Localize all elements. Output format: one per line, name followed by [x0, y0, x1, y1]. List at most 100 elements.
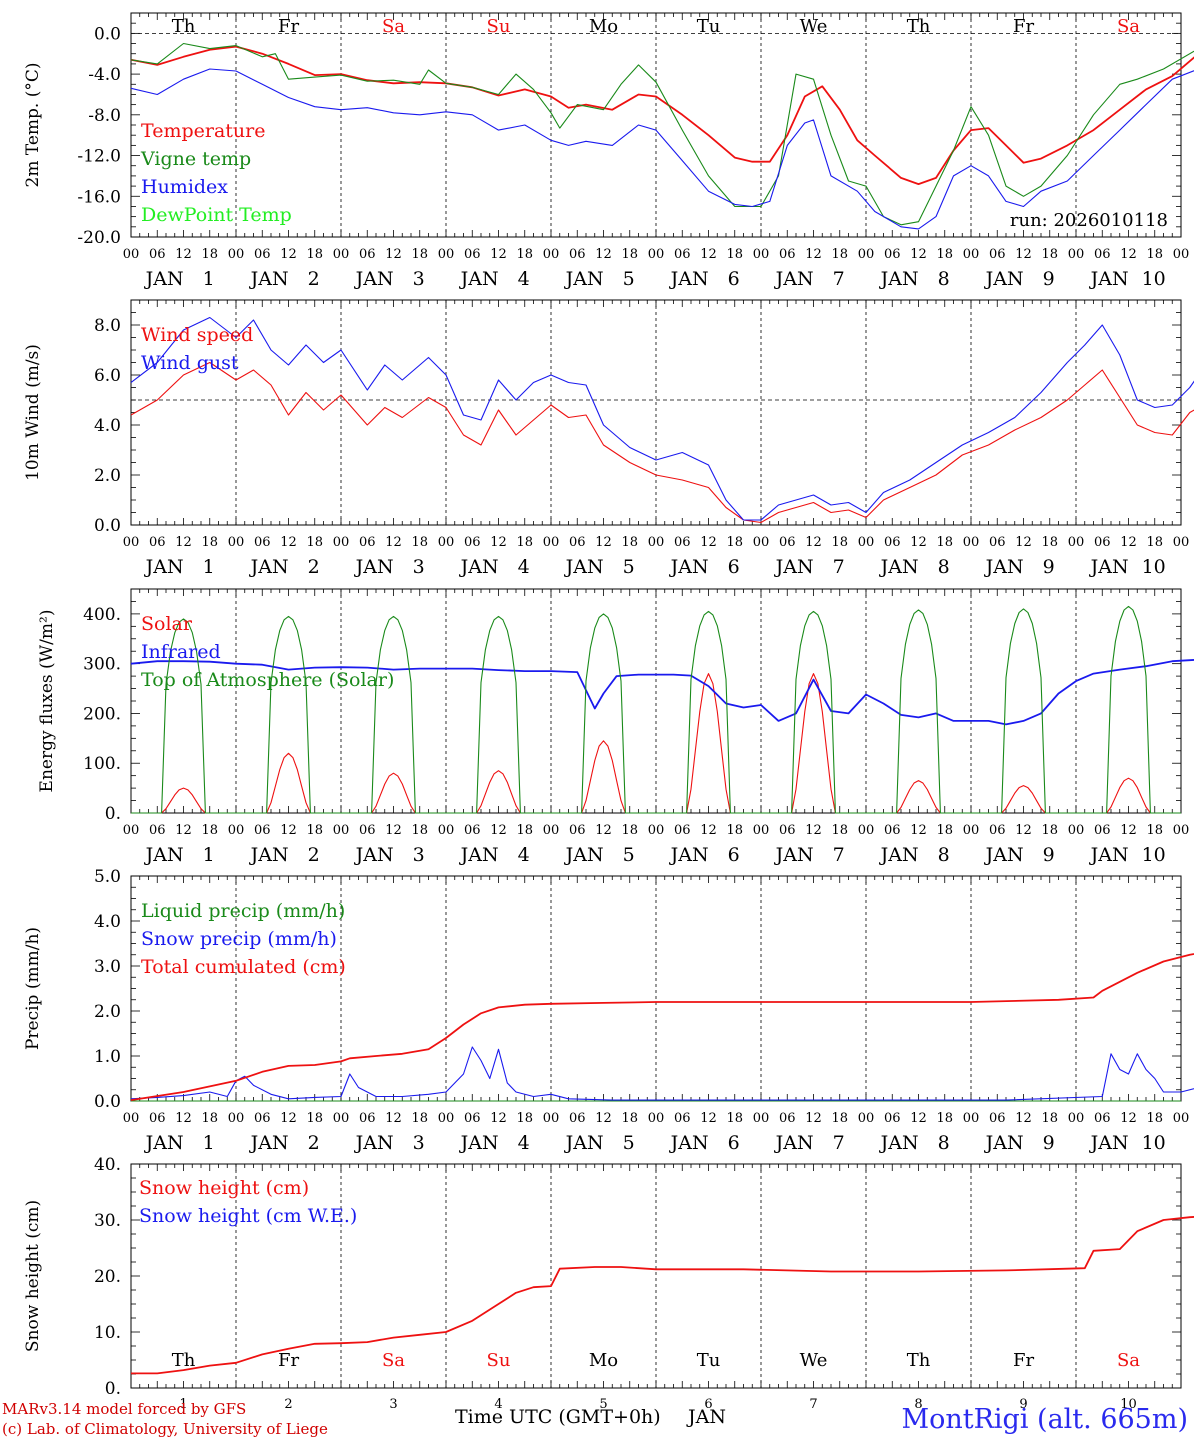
- weekday-label: Fr: [278, 16, 299, 37]
- hour-tick-label: 00: [858, 535, 875, 550]
- hour-tick-label: 00: [123, 1111, 140, 1126]
- hour-tick-label: 00: [228, 535, 245, 550]
- date-label: 2: [308, 268, 320, 290]
- month-label: JAN: [984, 844, 1024, 866]
- month-label: JAN: [669, 268, 709, 290]
- precip-y-tick-label: 5.0: [94, 867, 121, 887]
- energy-frame: [130, 588, 1182, 814]
- hour-tick-label: 12: [280, 823, 297, 838]
- precip-y-tick-label: 3.0: [94, 957, 121, 977]
- hour-tick-label: 18: [1146, 247, 1163, 262]
- hour-tick-label: 18: [306, 823, 323, 838]
- snow-y-tick-label: 30.: [94, 1211, 121, 1231]
- weekday-label: Th: [907, 16, 931, 37]
- date-label: 8: [938, 268, 950, 290]
- legend-snow-height-cm-w-e-: Snow height (cm W.E.): [139, 1205, 357, 1227]
- date-label: 5: [599, 1397, 607, 1412]
- date-label: 1: [203, 844, 215, 866]
- date-label: 3: [389, 1397, 397, 1412]
- hour-tick-label: 18: [726, 823, 743, 838]
- date-label: 10: [1142, 556, 1166, 578]
- date-label: 7: [809, 1397, 817, 1412]
- legend-solar: Solar: [141, 613, 193, 635]
- hour-tick-label: 12: [175, 247, 192, 262]
- wind-y-tick-label: 0.0: [94, 516, 121, 536]
- hour-tick-label: 12: [805, 823, 822, 838]
- date-label: 5: [623, 1132, 635, 1154]
- hour-tick-label: 06: [149, 535, 166, 550]
- month-label: JAN: [354, 1132, 394, 1154]
- month-label: JAN: [879, 268, 919, 290]
- date-label: 6: [728, 268, 740, 290]
- date-label: 5: [623, 268, 635, 290]
- hour-tick-label: 12: [280, 1111, 297, 1126]
- date-label: 6: [728, 844, 740, 866]
- hour-tick-label: 12: [175, 535, 192, 550]
- hour-tick-label: 18: [516, 535, 533, 550]
- hour-tick-label: 18: [1041, 247, 1058, 262]
- hour-tick-label: 12: [1015, 535, 1032, 550]
- hour-tick-label: 06: [1094, 535, 1111, 550]
- hour-tick-label: 12: [700, 535, 717, 550]
- date-label: 4: [494, 1397, 502, 1412]
- precip-y-tick-label: 1.0: [94, 1047, 121, 1067]
- hour-tick-label: 06: [884, 247, 901, 262]
- hour-tick-label: 06: [359, 535, 376, 550]
- month-label: JAN: [774, 268, 814, 290]
- hour-tick-label: 00: [858, 823, 875, 838]
- hour-tick-label: 00: [963, 247, 980, 262]
- series-snow-precip-mm-h-: [130, 1046, 1194, 1101]
- month-label: JAN: [459, 844, 499, 866]
- month-label: JAN: [564, 268, 604, 290]
- series-wind-speed: [130, 361, 1194, 524]
- hour-tick-label: 06: [359, 1111, 376, 1126]
- hour-tick-label: 06: [149, 1111, 166, 1126]
- date-label: 10: [1142, 268, 1166, 290]
- series-snow-height-cm-: [131, 1216, 1194, 1375]
- weekday-label: Fr: [1013, 1350, 1034, 1371]
- date-label: 1: [179, 1397, 187, 1412]
- hour-tick-label: 00: [963, 823, 980, 838]
- month-label: JAN: [459, 556, 499, 578]
- hour-tick-label: 06: [989, 1111, 1006, 1126]
- hour-tick-label: 00: [228, 823, 245, 838]
- hour-tick-label: 06: [779, 247, 796, 262]
- hour-tick-label: 18: [726, 535, 743, 550]
- wind-frame: [130, 299, 1182, 526]
- snow-y-axis-label: Snow height (cm): [23, 1200, 43, 1352]
- hour-tick-label: 18: [1041, 535, 1058, 550]
- weekday-label: Th: [907, 1350, 931, 1371]
- date-label: 5: [623, 556, 635, 578]
- date-label: 2: [308, 844, 320, 866]
- month-label: JAN: [144, 1132, 184, 1154]
- month-label: JAN: [1089, 844, 1129, 866]
- date-label: 8: [938, 556, 950, 578]
- legend-vigne-temp: Vigne temp: [140, 148, 251, 170]
- date-label: 6: [728, 1132, 740, 1154]
- hour-tick-label: 00: [1068, 823, 1085, 838]
- month-label: JAN: [669, 1132, 709, 1154]
- hour-tick-label: 00: [123, 247, 140, 262]
- hour-tick-label: 12: [595, 1111, 612, 1126]
- month-label: JAN: [144, 556, 184, 578]
- hour-tick-label: 00: [543, 823, 560, 838]
- hour-tick-label: 00: [1173, 1111, 1190, 1126]
- month-label: JAN: [564, 1132, 604, 1154]
- chart-footer: MARv3.14 model forced by GFS (c) Lab. of…: [2, 1400, 1188, 1438]
- hour-tick-label: 00: [1173, 535, 1190, 550]
- hour-tick-label: 18: [936, 823, 953, 838]
- energy-y-axis-label: Energy fluxes (W/m²): [37, 610, 57, 793]
- hour-tick-label: 06: [674, 1111, 691, 1126]
- hour-tick-label: 06: [1094, 1111, 1111, 1126]
- hour-tick-label: 12: [280, 535, 297, 550]
- hour-tick-label: 18: [726, 1111, 743, 1126]
- hour-tick-label: 06: [359, 247, 376, 262]
- hour-tick-label: 18: [831, 1111, 848, 1126]
- hour-tick-label: 12: [910, 247, 927, 262]
- month-label: JAN: [144, 844, 184, 866]
- weekday-label: Mo: [589, 16, 618, 37]
- hour-tick-label: 00: [753, 823, 770, 838]
- month-label: JAN: [249, 844, 289, 866]
- hour-tick-label: 00: [333, 535, 350, 550]
